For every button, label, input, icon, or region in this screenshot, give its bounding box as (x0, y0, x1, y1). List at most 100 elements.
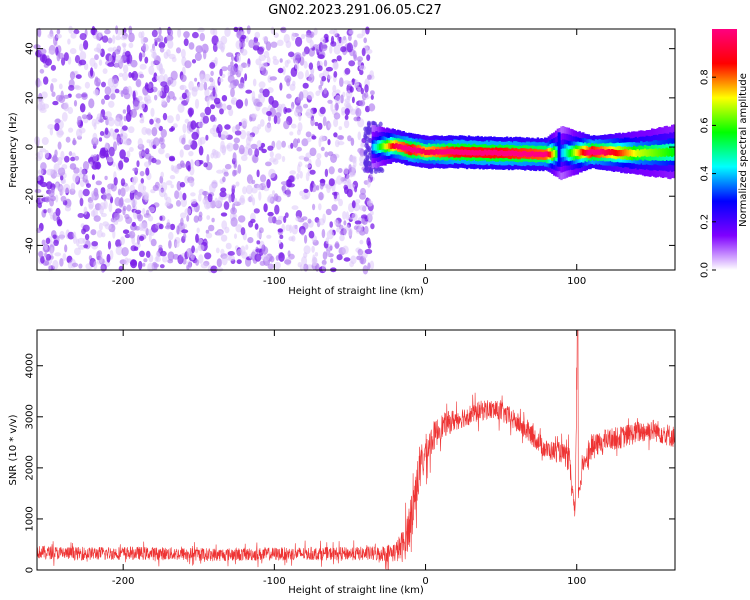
noise-cell (135, 78, 142, 88)
signal-cell (431, 149, 434, 155)
noise-cell (306, 91, 314, 100)
noise-cell (329, 221, 334, 228)
noise-cell (194, 98, 200, 109)
noise-cell (197, 137, 203, 147)
noise-cell (169, 175, 176, 180)
noise-cell (278, 252, 285, 262)
noise-cell (104, 175, 108, 181)
noise-cell (343, 119, 350, 129)
noise-cell (236, 53, 241, 63)
noise-cell (254, 148, 260, 158)
noise-cell (159, 264, 165, 269)
noise-cell (83, 244, 89, 249)
noise-cell (126, 54, 130, 65)
noise-cell (55, 194, 59, 203)
noise-cell (286, 188, 291, 198)
noise-cell (210, 114, 216, 123)
y-tick-label: 3000 (25, 404, 36, 429)
noise-cell (291, 32, 296, 41)
noise-cell (294, 52, 302, 59)
noise-cell (348, 29, 355, 35)
noise-cell (235, 224, 243, 233)
noise-cell (142, 262, 146, 267)
signal-cell (557, 132, 561, 167)
signal-cell (444, 149, 447, 155)
noise-cell (336, 254, 343, 261)
signal-cell (418, 148, 422, 154)
noise-cell (112, 132, 117, 141)
signal-cell (417, 147, 420, 153)
noise-cell (351, 164, 356, 173)
noise-cell (198, 122, 204, 128)
noise-cell (167, 251, 175, 261)
noise-cell (83, 63, 89, 71)
noise-cell (310, 68, 314, 78)
noise-cell (104, 86, 112, 96)
noise-cell (235, 181, 240, 187)
noise-cell (334, 139, 340, 148)
signal-cell (402, 145, 405, 151)
noise-cell (231, 126, 237, 133)
noise-cell (51, 155, 59, 163)
noise-cell (321, 263, 326, 272)
noise-cell (232, 143, 239, 151)
noise-cell (163, 84, 170, 94)
noise-cell (167, 115, 174, 124)
noise-cell (115, 245, 124, 256)
noise-cell (197, 82, 205, 91)
noise-cell (102, 68, 108, 74)
noise-cell (172, 123, 178, 128)
noise-cell (138, 101, 146, 110)
noise-cell (72, 231, 77, 239)
noise-cell (62, 253, 67, 261)
noise-cell (303, 245, 311, 255)
noise-cell (228, 84, 234, 89)
signal-cell (449, 149, 452, 155)
noise-cell (197, 27, 205, 33)
noise-cell (69, 48, 77, 55)
noise-cell (40, 255, 45, 264)
noise-cell (268, 168, 276, 179)
noise-cell (232, 152, 237, 162)
noise-cell (160, 142, 166, 149)
noise-cell (164, 225, 172, 230)
noise-cell (105, 118, 109, 126)
noise-cell (365, 155, 370, 160)
noise-cell (180, 217, 184, 227)
noise-cell (151, 157, 157, 164)
noise-cell (206, 96, 210, 107)
noise-cell (206, 215, 211, 220)
spectrogram-ylabel: Frequency (Hz) (8, 112, 19, 188)
noise-cell (140, 222, 148, 232)
noise-cell (307, 218, 312, 224)
noise-cell (347, 135, 352, 142)
noise-cell (56, 216, 61, 225)
noise-cell (70, 156, 76, 162)
noise-cell (309, 147, 317, 157)
noise-cell (101, 81, 106, 88)
spectrogram-signal-band (371, 124, 676, 181)
noise-cell (124, 213, 130, 220)
noise-cell (317, 122, 323, 130)
signal-cell (435, 148, 438, 155)
noise-cell (240, 41, 246, 48)
signal-cell (618, 150, 621, 157)
noise-cell (367, 213, 373, 222)
noise-cell (294, 109, 301, 117)
noise-cell (302, 103, 309, 109)
noise-cell (79, 43, 84, 52)
noise-cell (209, 83, 213, 91)
noise-cell (75, 93, 82, 99)
signal-cell (436, 149, 440, 155)
noise-cell (172, 165, 179, 173)
noise-cell (322, 116, 327, 127)
noise-cell (194, 77, 198, 82)
noise-cell (224, 163, 232, 170)
signal-cell (593, 150, 596, 156)
noise-cell (247, 148, 253, 156)
signal-cell (623, 149, 627, 156)
noise-cell (333, 112, 341, 120)
noise-cell (364, 161, 369, 167)
noise-cell (357, 118, 365, 128)
signal-cell (384, 143, 387, 150)
